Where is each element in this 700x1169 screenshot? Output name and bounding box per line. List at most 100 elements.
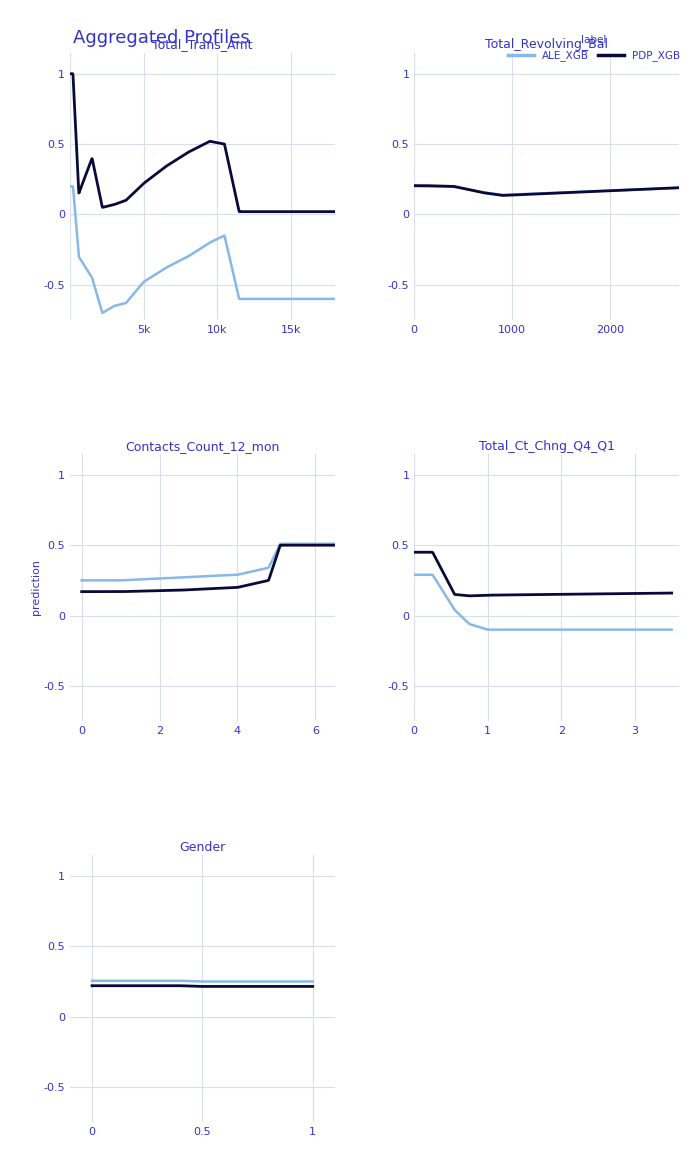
ALE_XGB [573,623,581,637]
ALE_XGB [110,974,118,988]
Title: Total_Revolving_Bal: Total_Revolving_Bal [485,39,608,51]
PDP_XGB [441,569,449,583]
ALE_XGB [78,573,86,587]
ALE_XGB [98,306,106,320]
PDP_XGB [176,978,185,992]
ALE_XGB [410,179,419,193]
PDP_XGB [512,588,521,602]
PDP_XGB [261,574,270,588]
PDP_XGB [568,186,577,200]
ALE_XGB [536,186,545,200]
PDP_XGB [78,584,86,599]
ALE_XGB [494,623,503,637]
PDP_XGB [160,583,168,597]
ALE_XGB [498,188,507,202]
PDP_XGB [276,538,285,552]
ALE_XGB [108,573,116,587]
ALE_XGB [176,974,185,988]
PDP_XGB [309,980,317,994]
ALE_XGB [538,186,546,200]
PDP_XGB [596,587,605,601]
ALE_XGB [309,975,317,989]
PDP_XGB [498,188,507,202]
ALE_XGB [220,229,228,243]
ALE_XGB [596,623,605,637]
PDP_XGB [598,587,606,601]
ALE_XGB [276,537,285,551]
PDP_XGB [410,545,419,559]
Line: ALE_XGB: ALE_XGB [414,186,679,195]
ALE_XGB [286,975,295,989]
ALE_XGB [220,975,229,989]
ALE_XGB [330,292,339,306]
Text: Aggregated Profiles: Aggregated Profiles [73,29,249,47]
PDP_XGB [573,587,581,601]
Title: Total_Trans_Amt: Total_Trans_Amt [152,39,253,51]
ALE_XGB [554,186,562,200]
PDP_XGB [267,205,275,219]
ALE_XGB [234,291,243,305]
Line: ALE_XGB: ALE_XGB [414,575,671,630]
ALE_XGB [261,561,270,575]
Line: PDP_XGB: PDP_XGB [70,74,335,212]
ALE_XGB [628,182,636,196]
PDP_XGB [410,179,419,193]
Title: Total_Ct_Chng_Q4_Q1: Total_Ct_Chng_Q4_Q1 [479,440,615,452]
PDP_XGB [536,187,545,201]
PDP_XGB [675,181,683,195]
ALE_XGB [88,974,97,988]
ALE_XGB [441,588,449,602]
PDP_XGB [220,137,228,151]
ALE_XGB [267,292,275,306]
PDP_XGB [260,574,269,588]
Line: PDP_XGB: PDP_XGB [414,186,679,195]
PDP_XGB [234,202,243,216]
ALE_XGB [82,262,90,276]
Line: ALE_XGB: ALE_XGB [70,186,335,313]
ALE_XGB [675,181,683,195]
ALE_XGB [260,561,269,575]
ALE_XGB [568,185,577,199]
PDP_XGB [235,205,244,219]
PDP_XGB [628,182,636,196]
ALE_XGB [160,572,168,586]
PDP_XGB [198,980,206,994]
Line: ALE_XGB: ALE_XGB [82,544,335,580]
PDP_XGB [82,167,90,181]
Title: Gender: Gender [179,841,225,853]
PDP_XGB [237,580,245,594]
ALE_XGB [598,623,606,637]
ALE_XGB [198,975,206,989]
PDP_XGB [330,538,339,552]
PDP_XGB [178,583,186,597]
PDP_XGB [220,980,229,994]
ALE_XGB [410,568,419,582]
Y-axis label: prediction: prediction [31,560,41,615]
ALE_XGB [66,179,74,193]
ALE_XGB [227,257,235,271]
Legend: ALE_XGB, PDP_XGB: ALE_XGB, PDP_XGB [504,30,685,65]
ALE_XGB [667,623,676,637]
Title: Contacts_Count_12_mon: Contacts_Count_12_mon [125,440,279,452]
PDP_XGB [110,978,118,992]
PDP_XGB [466,589,474,603]
Line: PDP_XGB: PDP_XGB [414,552,671,596]
ALE_XGB [669,181,678,195]
PDP_XGB [108,584,116,599]
PDP_XGB [88,978,97,992]
ALE_XGB [237,567,245,581]
PDP_XGB [294,205,302,219]
Line: PDP_XGB: PDP_XGB [82,545,335,592]
ALE_XGB [512,623,521,637]
PDP_XGB [669,181,678,195]
PDP_XGB [554,186,562,200]
ALE_XGB [294,292,302,306]
PDP_XGB [330,205,339,219]
PDP_XGB [66,67,74,81]
ALE_XGB [484,623,492,637]
PDP_XGB [494,588,503,602]
PDP_XGB [286,980,295,994]
PDP_XGB [667,586,676,600]
ALE_XGB [178,570,186,584]
PDP_XGB [538,187,546,201]
